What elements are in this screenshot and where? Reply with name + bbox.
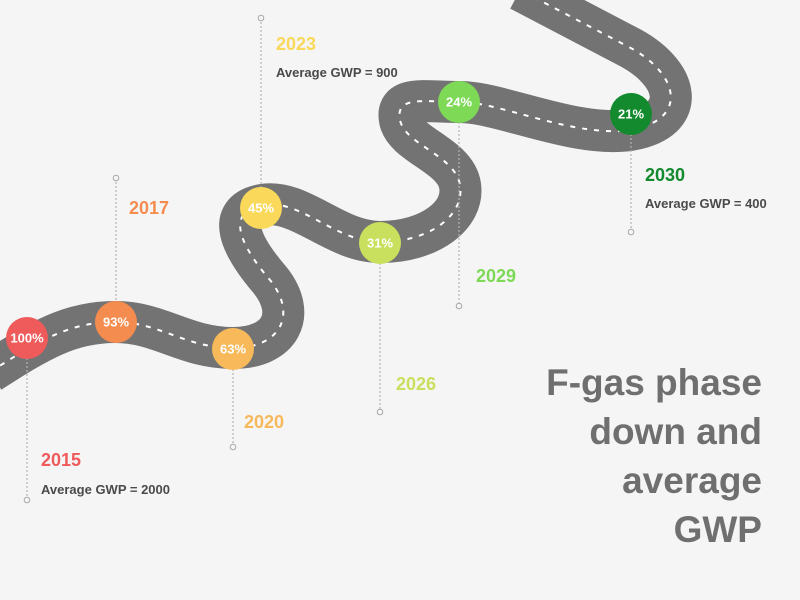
- gwp-label-2030: Average GWP = 400: [645, 196, 767, 211]
- gwp-label-2023: Average GWP = 900: [276, 65, 398, 80]
- title-line: GWP: [673, 509, 762, 550]
- year-label-2026: 2026: [396, 374, 437, 394]
- title-line: down and: [589, 411, 762, 452]
- milestone-percent-2026: 31%: [367, 236, 393, 251]
- milestone-markers: 100% 93% 63% 45% 31% 24% 21%: [6, 81, 652, 370]
- gwp-label-2015: Average GWP = 2000: [41, 482, 170, 497]
- milestone-marker-2015: [6, 317, 48, 359]
- milestone-percent-2023: 45%: [248, 201, 274, 216]
- leader-lines: [23, 14, 635, 504]
- title-line: F-gas phase: [546, 362, 762, 403]
- milestone-percent-2030: 21%: [618, 107, 644, 122]
- milestone-marker-2030: [610, 93, 652, 135]
- title-line: average: [622, 460, 762, 501]
- leader-end-dot-2030: [627, 228, 635, 236]
- year-label-2020: 2020: [244, 412, 285, 432]
- diagram-title: F-gas phase down and average GWP: [432, 358, 762, 554]
- year-label-2030: 2030: [645, 165, 686, 185]
- milestone-marker-2020: [212, 328, 254, 370]
- milestone-percent-2029: 24%: [446, 95, 472, 110]
- milestone-marker-2026: [359, 222, 401, 264]
- year-label-2015: 2015: [41, 450, 82, 470]
- milestone-percent-2017: 93%: [103, 315, 129, 330]
- year-label-2023: 2023: [276, 34, 317, 54]
- leader-end-dot-2023: [257, 14, 265, 22]
- leader-end-dot-2015: [23, 496, 31, 504]
- milestone-marker-2029: [438, 81, 480, 123]
- leader-end-dot-2029: [455, 302, 463, 310]
- year-label-2017: 2017: [129, 198, 170, 218]
- milestone-percent-2020: 63%: [220, 342, 246, 357]
- leader-end-dot-2017: [112, 174, 120, 182]
- leader-end-dot-2020: [229, 443, 237, 451]
- milestone-marker-2023: [240, 187, 282, 229]
- year-label-2029: 2029: [476, 266, 517, 286]
- leader-end-dot-2026: [376, 408, 384, 416]
- milestone-marker-2017: [95, 301, 137, 343]
- milestone-percent-2015: 100%: [10, 331, 44, 346]
